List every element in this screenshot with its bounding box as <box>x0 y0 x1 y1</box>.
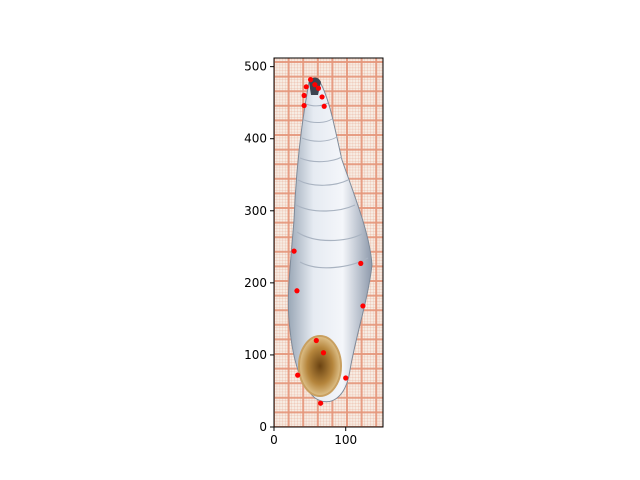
y-axis: 0 100 200 300 400 500 <box>244 60 274 434</box>
landmark-points <box>291 77 366 406</box>
y-tick-label: 0 <box>259 420 267 434</box>
data-point <box>358 260 364 267</box>
data-point <box>301 92 307 99</box>
y-tick-label: 400 <box>244 132 267 146</box>
y-tick-label: 100 <box>244 348 267 362</box>
data-point <box>343 375 349 381</box>
plot-frame <box>273 57 384 428</box>
data-point <box>295 372 301 378</box>
data-point <box>318 400 324 406</box>
data-point <box>321 103 327 109</box>
specimen-photo <box>274 58 383 427</box>
data-point <box>303 84 309 90</box>
data-point <box>307 77 314 83</box>
data-point <box>313 337 319 344</box>
data-point <box>312 82 318 88</box>
data-point <box>301 102 307 109</box>
y-tick-label: 200 <box>244 276 267 290</box>
y-tick-label: 500 <box>244 60 267 74</box>
x-axis: 0 100 <box>270 427 357 447</box>
data-point <box>294 288 300 294</box>
data-point <box>319 94 325 100</box>
data-point <box>291 248 297 254</box>
data-point <box>360 303 366 309</box>
data-point <box>315 85 322 91</box>
x-tick-label: 100 <box>334 433 357 447</box>
y-tick-label: 300 <box>244 204 267 218</box>
x-tick-label: 0 <box>270 433 278 447</box>
data-point <box>320 350 327 356</box>
